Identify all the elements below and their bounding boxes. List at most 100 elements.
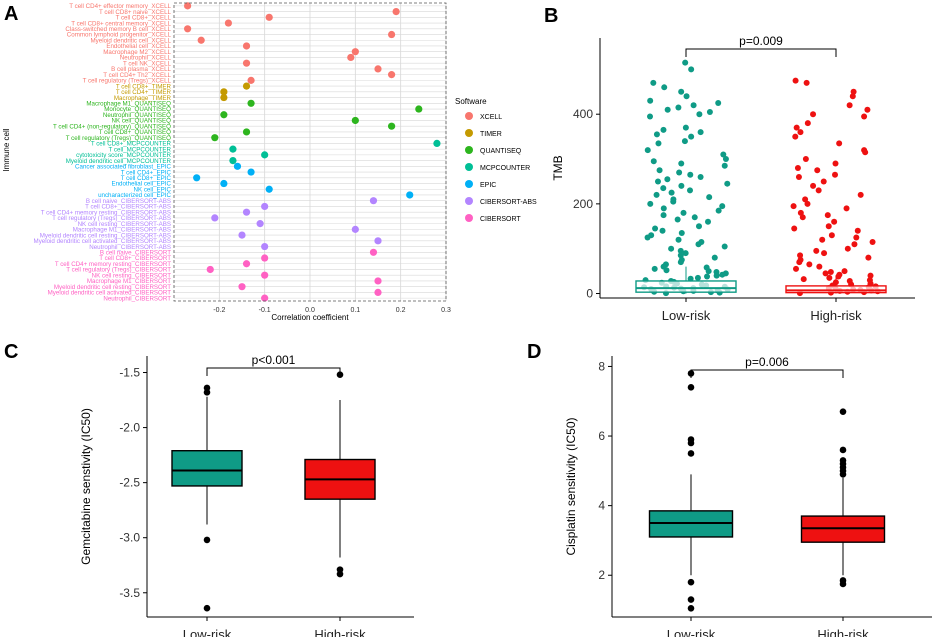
panel-b-y-tick-label: 0: [586, 287, 593, 301]
panel-b-jitter-point: [825, 223, 832, 230]
panel-b-jitter-point: [824, 212, 831, 219]
panel-b-jitter-point: [790, 203, 797, 210]
panel-b-jitter-point: [835, 273, 842, 280]
panel-d-outlier-point: [839, 580, 847, 588]
panel-a-point: [247, 99, 255, 107]
panel-a-point: [242, 128, 251, 136]
panel-b-jitter-point: [791, 225, 798, 232]
panel-b-jitter-point: [862, 149, 869, 156]
panel-a-point: [369, 197, 378, 205]
panel-b-jitter-point: [687, 171, 694, 178]
panel-a-point: [184, 2, 192, 10]
panel-c-y-tick-label: -1.5: [119, 366, 140, 380]
panel-a-point: [351, 225, 359, 233]
panel-d-x-tick-label: Low-risk: [667, 627, 716, 637]
panel-a-point: [374, 237, 382, 245]
panel-b-jitter-point: [806, 261, 813, 268]
panel-a-y-tick-label: uncharacterized cell_EPIC: [98, 192, 171, 199]
panel-d-y-tick-label: 6: [598, 429, 605, 443]
panel-a-y-tick-label: T cell CD8+_QUANTISEQ: [99, 129, 171, 136]
panel-a-y-tick-label: Myeloid dendritic cell resting_CIBERSORT: [54, 284, 171, 291]
panel-d-outlier-point: [687, 439, 695, 447]
panel-b-jitter-point: [715, 207, 722, 214]
panel-b-jitter-point: [682, 59, 689, 66]
panel-b-x-tick-label: Low-risk: [662, 308, 711, 323]
panel-d-cisplatin-boxplot: 2 4 6 8 Cisplatin sensitivity (IC50) Low-risk…: [564, 355, 932, 637]
panel-d-y-tick-label: 2: [598, 568, 605, 582]
panel-a-point: [229, 145, 237, 153]
panel-a-lollipop-chart: -0.2 -0.1 0.0 0.1 0.2 0.3 T cell CD4+ effector…: [2, 2, 537, 322]
panel-b-jitter-point: [678, 88, 685, 95]
panel-b-tmb-boxplot: 0 200 400 TMB Low-risk High-risk p=0.009: [551, 34, 915, 323]
panel-a-y-tick-label: NK cell_QUANTISEQ: [112, 118, 172, 125]
panel-a-x-axis-title: Correlation coefficient: [271, 313, 349, 322]
panel-a-y-tick-label: T cell CD8+_CIBERSORT: [99, 255, 171, 262]
panel-b-jitter-point: [697, 129, 704, 136]
panel-a-y-tick-label: T cell regulatory (Tregs)_QUANTISEQ: [66, 135, 171, 142]
panel-b-jitter-point: [793, 124, 800, 131]
panel-b-jitter-point: [663, 267, 670, 274]
panel-b-jitter-point: [676, 169, 683, 176]
panel-a-point: [220, 93, 228, 102]
panel-b-jitter-point: [711, 254, 718, 261]
panel-a-y-tick-label: Monocyte_QUANTISEQ: [104, 106, 171, 113]
panel-b-jitter-point: [670, 198, 677, 205]
panel-a-y-tick-label: Myeloid dendritic cell activated_CIBERSO…: [48, 290, 172, 297]
panel-b-jitter-point: [793, 265, 800, 272]
panel-b-jitter-point: [802, 196, 809, 203]
panel-b-jitter-point: [846, 102, 853, 109]
panel-b-jitter-point: [652, 225, 659, 232]
panel-b-jitter-point: [660, 212, 667, 219]
panel-b-jitter-point: [822, 270, 829, 277]
panel-b-jitter-point: [800, 276, 807, 283]
panel-b-jitter-point: [843, 205, 850, 212]
panel-a-point: [242, 208, 251, 216]
panel-b-jitter-point: [844, 245, 851, 252]
panel-b-box: [635, 280, 737, 293]
panel-c-gemcitabine-boxplot: -3.5 -3.0 -2.5 -2.0 -1.5 Gemcitabine senstivi…: [79, 353, 414, 637]
panel-a-point: [374, 277, 382, 285]
panel-b-jitter-point: [675, 236, 682, 243]
panel-b-jitter-point: [688, 66, 695, 73]
panel-a-legend-swatch: [465, 146, 473, 154]
panel-c-outlier-point: [203, 536, 211, 544]
panel-b-jitter-point: [841, 268, 848, 275]
panel-a-y-tick-label: Myeloid dendritic cell_XCELL: [91, 37, 172, 44]
panel-a-y-tick-label: NK cell_EPIC: [134, 186, 172, 193]
panel-b-jitter-point: [722, 156, 729, 163]
panel-b-jitter-point: [656, 167, 663, 174]
panel-b-p-value: p=0.009: [739, 34, 783, 48]
panel-a-y-tick-label: B cell plasma_XCELL: [111, 66, 171, 73]
panel-a-y-tick-label: Macrophage M2_XCELL: [103, 49, 171, 56]
panel-a-y-tick-label: Myeloid dendritic cell activated_CIBERSO…: [34, 238, 171, 245]
panel-b-jitter-point: [677, 259, 684, 266]
panel-b-jitter-point: [851, 241, 858, 248]
panel-b-jitter-point: [678, 160, 685, 167]
panel-a-point: [265, 13, 273, 21]
panel-b-jitter-point: [668, 245, 675, 252]
panel-a-y-tick-label: B cell naive_CIBERSORT-ABS: [86, 198, 171, 205]
panel-a-legend-swatch: [465, 197, 473, 205]
panel-a-legend-swatch: [465, 129, 473, 137]
panel-a-legend-swatch: [465, 180, 473, 188]
panel-d-outlier-point: [687, 384, 695, 391]
panel-a-point: [229, 156, 237, 165]
panel-a-y-tick-label: T cell CD8+_XCELL: [116, 15, 172, 22]
panel-d-outlier-point: [687, 450, 695, 457]
panel-a-y-tick-label: cytotoxicity score_MCPCOUNTER: [76, 152, 171, 159]
panel-a-y-axis-title: Immune cell: [2, 128, 11, 171]
panel-a-legend-label: EPIC: [480, 182, 496, 189]
panel-b-jitter-point: [795, 173, 802, 180]
panel-a-point: [242, 82, 251, 90]
panel-a-y-tick-label: Macrophage M1_CIBERSORT: [87, 278, 171, 285]
panel-b-jitter-point: [644, 147, 651, 154]
panel-a-point: [261, 254, 269, 262]
panel-b-jitter-point: [680, 209, 687, 216]
panel-d-outlier-point: [687, 596, 695, 603]
panel-b-jitter-point: [674, 216, 681, 223]
panel-b-jitter-point: [650, 158, 657, 165]
panel-d-y-tick-label: 4: [598, 499, 605, 513]
panel-b-jitter-point: [797, 209, 804, 216]
panel-a-y-tick-label: Cancer associated fibroblast_EPIC: [75, 164, 171, 171]
panel-c-y-tick-label: -2.0: [119, 421, 140, 435]
